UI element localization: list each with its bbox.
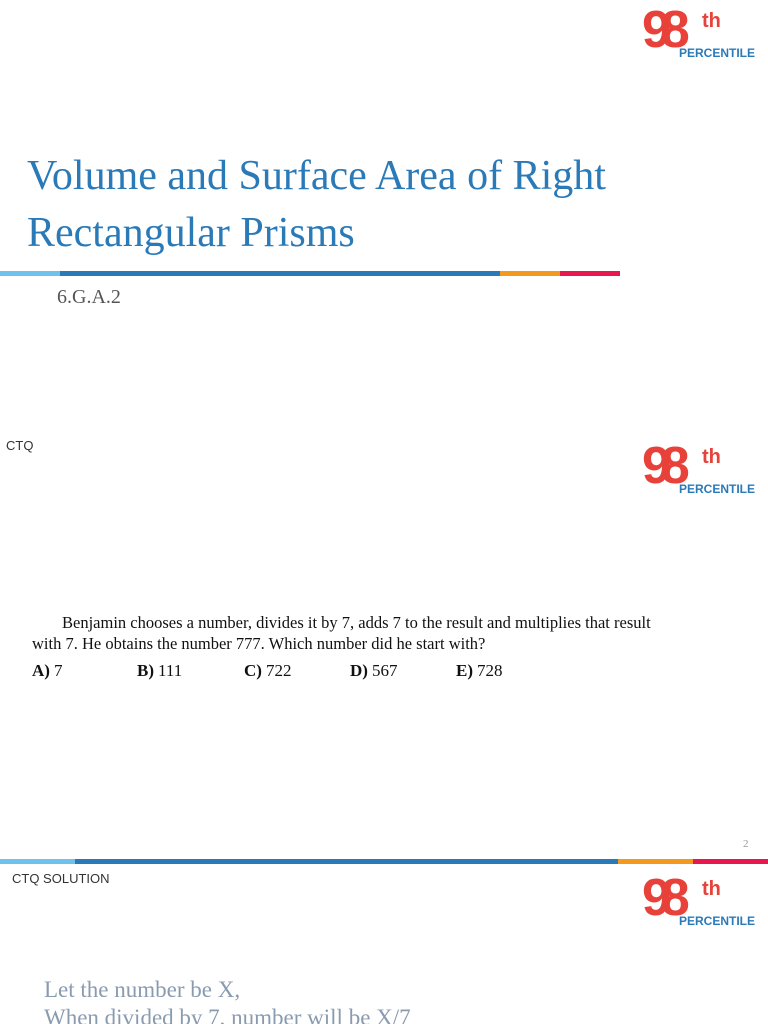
accent-bar xyxy=(618,859,693,864)
option: E) 728 xyxy=(456,661,503,681)
option: A) 7 xyxy=(32,661,62,681)
accent-bar xyxy=(693,859,768,864)
logo-suffix: th xyxy=(702,10,721,32)
option-text: 111 xyxy=(158,661,183,680)
option-letter: A) xyxy=(32,661,50,680)
logo: 98 th PERCENTILE xyxy=(642,437,762,510)
logo-word: PERCENTILE xyxy=(679,914,756,928)
logo-suffix: th xyxy=(702,878,721,900)
accent-bar xyxy=(60,271,500,276)
page-number: 2 xyxy=(743,838,749,850)
solution-line: When divided by 7, number will be X/7 xyxy=(44,1005,411,1024)
slide-label: CTQ SOLUTION xyxy=(12,871,110,886)
option-text: 722 xyxy=(265,661,292,680)
logo-numerals: 98 xyxy=(642,1,690,59)
option-text: 728 xyxy=(477,661,503,680)
option-text: 7 xyxy=(53,661,63,680)
title-line: Volume and Surface Area of Right xyxy=(27,153,606,199)
logo-word: PERCENTILE xyxy=(679,46,756,60)
option-letter: B) xyxy=(137,661,154,680)
question-line: Benjamin chooses a number, divides it by… xyxy=(62,613,651,632)
option: C) 722 xyxy=(244,661,291,681)
logo: 98 th PERCENTILE xyxy=(642,869,762,942)
logo-numerals: 98 xyxy=(642,437,690,495)
question-line: with 7. He obtains the number 777. Which… xyxy=(32,634,486,653)
accent-bar xyxy=(0,859,75,864)
logo-word: PERCENTILE xyxy=(679,482,756,496)
logo: 98 th PERCENTILE xyxy=(642,1,762,74)
accent-bar xyxy=(0,271,60,276)
subtitle: 6.G.A.2 xyxy=(57,286,121,308)
logo-numerals: 98 xyxy=(642,869,690,927)
option: B) 111 xyxy=(137,661,182,681)
option-letter: C) xyxy=(244,661,262,680)
accent-bar xyxy=(560,271,620,276)
option-text: 567 xyxy=(371,661,398,680)
slide-label: CTQ xyxy=(6,438,34,453)
logo-suffix: th xyxy=(702,446,721,468)
accent-bar xyxy=(500,271,560,276)
accent-bar xyxy=(75,859,618,864)
title-line: Rectangular Prisms xyxy=(27,210,355,256)
solution-line: Let the number be X, xyxy=(44,977,241,1002)
option-letter: E) xyxy=(456,661,473,680)
option: D) 567 xyxy=(350,661,397,681)
option-letter: D) xyxy=(350,661,368,680)
